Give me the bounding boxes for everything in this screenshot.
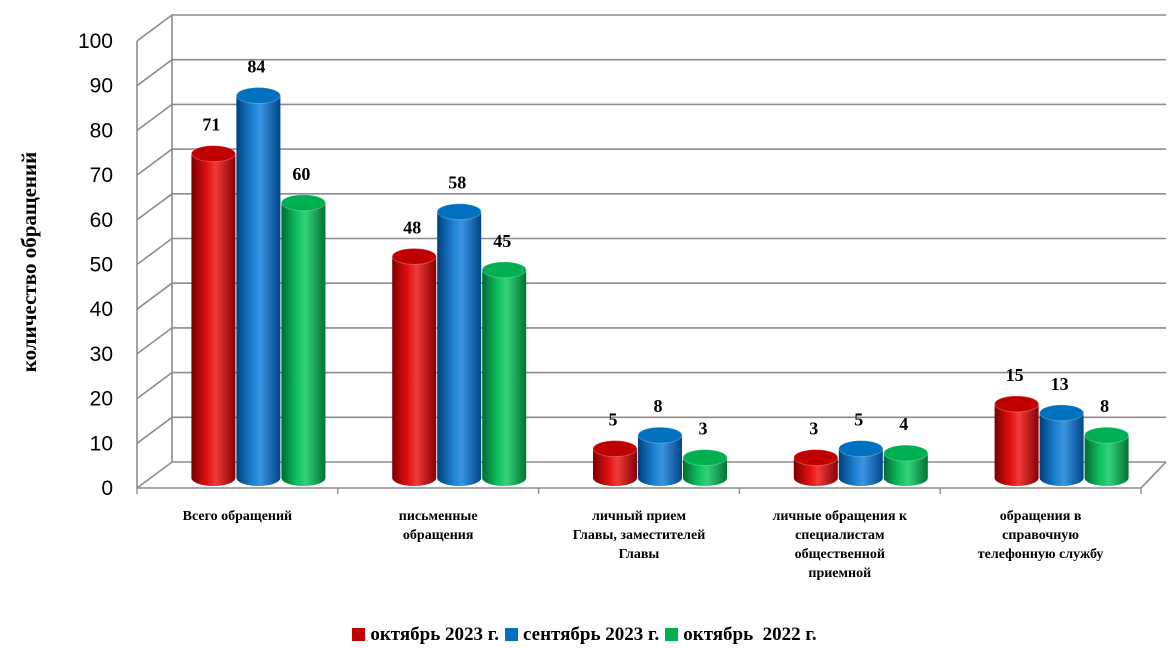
y-tick-label: 10	[90, 432, 113, 455]
data-label: 60	[292, 164, 310, 184]
legend: октябрь 2023 г. сентябрь 2023 г. октябрь 2…	[0, 624, 1169, 646]
legend-item: сентябрь 2023 г.	[504, 624, 660, 646]
data-label: 71	[202, 115, 220, 135]
y-tick-label: 40	[90, 298, 113, 321]
bar	[190, 145, 236, 486]
legend-swatch	[352, 628, 366, 641]
x-category-label: обращения	[403, 528, 474, 543]
y-tick-label: 80	[90, 119, 113, 142]
legend-item: октябрь 2022 г.	[665, 624, 817, 646]
legend-swatch	[665, 628, 679, 641]
x-category-label: специалистам	[795, 528, 885, 543]
legend-item: октябрь 2023 г.	[352, 624, 499, 646]
bar	[1084, 426, 1130, 486]
y-tick-label: 50	[90, 254, 113, 277]
bar	[1039, 404, 1085, 486]
data-label: 48	[403, 217, 421, 237]
data-label: 45	[493, 231, 511, 251]
x-category-label: письменные	[399, 509, 478, 524]
data-label: 5	[854, 410, 863, 430]
x-category-label: личные обращения к	[772, 509, 908, 524]
data-label: 8	[1100, 396, 1109, 416]
bar	[682, 449, 728, 486]
y-tick-label: 100	[78, 30, 113, 53]
y-tick-label: 60	[90, 209, 113, 232]
legend-label: октябрь 2023 г.	[370, 624, 499, 645]
data-label: 84	[247, 57, 265, 77]
x-category-label: Главы	[619, 547, 660, 562]
bar	[436, 203, 482, 487]
x-category-label: личный прием	[592, 509, 687, 524]
data-label: 5	[609, 410, 618, 430]
x-category-label: Главы, заместителей	[573, 528, 706, 543]
bars	[190, 87, 1130, 487]
bar	[235, 87, 281, 487]
x-category-label: телефонную службу	[978, 547, 1104, 562]
bar	[637, 426, 683, 486]
y-tick-label: 30	[90, 343, 113, 366]
y-axis-ticks: 0 10 20 30 40 50 60 70 80 90 100	[78, 30, 113, 500]
x-category-label: обращения в	[1000, 509, 1082, 524]
bar	[280, 194, 326, 487]
x-category-label: общественной	[795, 547, 885, 562]
floor-edge	[1140, 461, 1167, 489]
data-label: 3	[809, 419, 818, 439]
bar	[883, 444, 929, 486]
data-label: 4	[899, 414, 908, 434]
gridline	[136, 14, 1166, 42]
y-tick-label: 20	[90, 388, 113, 411]
bar	[592, 440, 638, 486]
data-label: 13	[1051, 374, 1069, 394]
x-category-label: приемной	[808, 566, 871, 581]
bar	[793, 449, 839, 486]
x-category-label: справочную	[1002, 528, 1079, 543]
x-category-label: Всего обращений	[183, 509, 292, 524]
y-axis-title: количество обращений	[17, 152, 41, 372]
data-label: 8	[654, 396, 663, 416]
bar	[838, 440, 884, 486]
gridline	[136, 103, 1166, 132]
legend-label: октябрь 2022 г.	[683, 624, 817, 645]
y-tick-label: 70	[90, 164, 113, 187]
y-tick-label: 90	[90, 75, 113, 98]
data-label: 3	[699, 419, 708, 439]
legend-swatch	[504, 628, 518, 641]
bar	[481, 261, 527, 486]
legend-label: сентябрь 2023 г.	[522, 624, 660, 645]
data-label: 58	[448, 173, 466, 193]
gridline	[136, 148, 1166, 176]
grid	[136, 14, 1167, 489]
data-label: 15	[1006, 365, 1024, 385]
bar	[994, 395, 1040, 486]
gridline	[136, 58, 1166, 87]
bar	[391, 247, 437, 486]
y-tick-label: 0	[101, 477, 113, 500]
x-axis-categories: Всего обращений письменные обращения личный…	[136, 488, 1142, 581]
